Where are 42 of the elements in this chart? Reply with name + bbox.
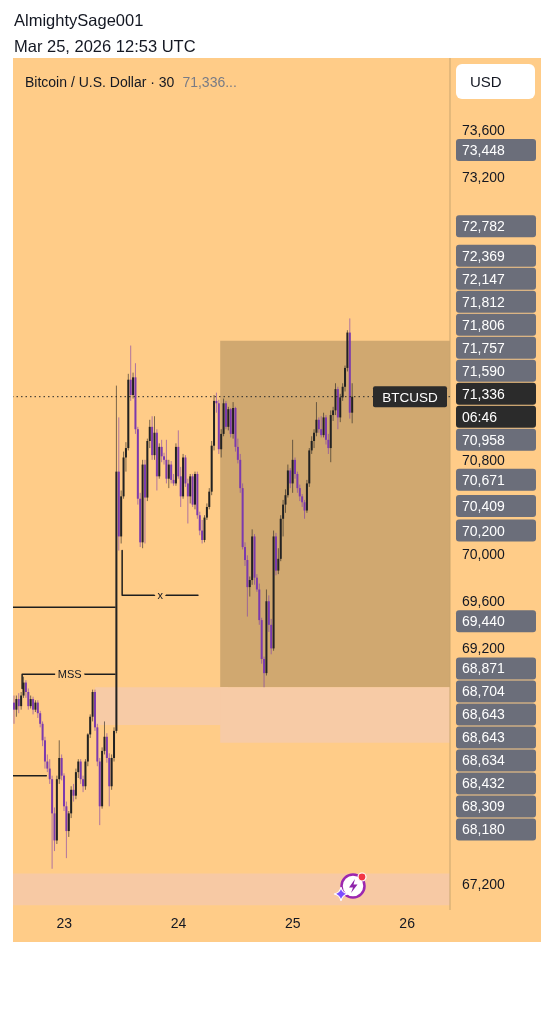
text: 68,309	[462, 798, 506, 815]
text: 68,180	[462, 821, 506, 838]
text: 68,634	[462, 752, 506, 769]
annotation: x	[157, 589, 164, 602]
text: 72,782	[462, 218, 506, 235]
y-tick-label: 70,000	[462, 546, 506, 563]
text: 06:46	[462, 408, 498, 425]
text: 71,806	[462, 316, 506, 333]
text: 71,590	[462, 362, 506, 379]
text: 70,409	[462, 497, 506, 514]
text: 71,757	[462, 339, 506, 356]
text: 68,871	[462, 660, 506, 677]
y-tick-label: 67,200	[462, 876, 506, 893]
text: 71,812	[462, 293, 506, 310]
text: 68,643	[462, 706, 506, 723]
x-tick-label: 25	[285, 914, 301, 931]
text: Bitcoin / U.S. Dollar · 30	[25, 74, 175, 90]
x-tick-label: 26	[399, 914, 416, 931]
text: 73,448	[462, 141, 506, 158]
y-tick-label: 73,600	[462, 121, 506, 138]
text: 68,643	[462, 729, 506, 746]
text: 69,440	[462, 613, 506, 630]
text: 71,336...	[182, 74, 237, 90]
candlestick	[244, 541, 246, 567]
y-tick-label: 69,200	[462, 640, 506, 657]
text: 70,671	[462, 471, 506, 488]
text: 72,147	[462, 270, 506, 287]
x-tick-label: 23	[56, 914, 73, 931]
y-tick-label: 73,200	[462, 168, 506, 185]
text: 68,704	[462, 683, 506, 700]
y-tick-label: 69,600	[462, 593, 506, 610]
text: 71,336	[462, 385, 506, 402]
text: 70,200	[462, 522, 506, 539]
x-tick-label: 24	[170, 914, 187, 931]
text: AlmightySage001	[14, 11, 144, 29]
text: Mar 25, 2026 12:53 UTC	[14, 37, 196, 55]
y-tick-label: 70,800	[462, 451, 506, 468]
ref-line-label: BTCUSD	[382, 389, 438, 405]
text: 68,432	[462, 775, 506, 792]
text: 70,958	[462, 431, 506, 448]
text: 72,369	[462, 247, 506, 264]
y-axis-title: USD	[470, 73, 502, 90]
